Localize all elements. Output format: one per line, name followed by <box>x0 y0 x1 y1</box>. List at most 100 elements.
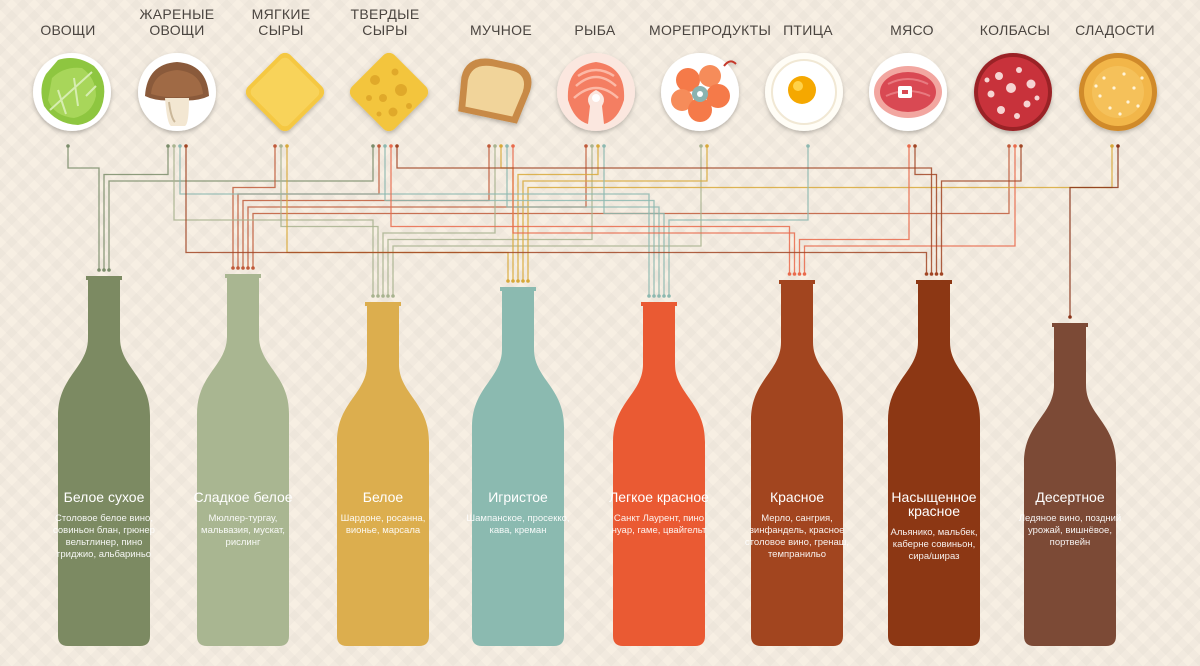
line-endpoint <box>1013 144 1017 148</box>
pairing-line <box>382 146 496 296</box>
food-label-vegetables: ОВОЩИ <box>13 6 123 38</box>
pairing-line <box>173 146 374 296</box>
line-endpoint <box>787 272 792 276</box>
line-endpoint <box>172 144 176 148</box>
line-endpoint <box>371 294 375 298</box>
line-endpoint <box>526 279 530 283</box>
pairing-line <box>67 146 100 270</box>
food-label-line2: МОРЕПРОДУКТЫ <box>649 22 772 38</box>
line-endpoint <box>184 144 188 148</box>
wine-varieties: Ледяное вино, поздний урожай, вишнёвое, … <box>1018 513 1122 548</box>
pairing-line <box>179 146 650 296</box>
pairing-line <box>803 146 1016 274</box>
food-label-fish: РЫБА <box>540 6 650 38</box>
line-endpoint <box>231 266 235 270</box>
food-label-line2: РЫБА <box>574 22 616 38</box>
line-endpoint <box>1068 315 1072 319</box>
line-endpoint <box>383 144 387 148</box>
bottle-lip <box>500 287 536 291</box>
line-endpoint <box>371 144 375 148</box>
line-endpoint <box>1019 144 1023 148</box>
line-endpoint <box>699 144 703 148</box>
food-label-line2: ОВОЩИ <box>149 22 205 38</box>
line-endpoint <box>251 266 255 270</box>
wine-varieties: Шампанское, просекко, кава, креман <box>466 513 570 536</box>
food-label-line1: ЖАРЕНЫЕ <box>139 6 215 22</box>
food-label-line2: СЛАДОСТИ <box>1075 22 1155 38</box>
pairing-line <box>247 146 587 268</box>
line-endpoint <box>590 144 594 148</box>
pairing-line <box>280 146 379 296</box>
food-label-line1 <box>540 6 650 22</box>
pairing-line <box>242 146 490 268</box>
line-endpoint <box>246 266 250 270</box>
line-endpoint <box>395 144 399 148</box>
line-endpoint <box>907 144 911 148</box>
wine-name: Белое <box>362 489 404 505</box>
bottle-lip <box>365 302 401 306</box>
hard-cheese-icon <box>349 52 429 132</box>
line-endpoint <box>381 294 385 298</box>
line-endpoint <box>1116 144 1120 148</box>
line-endpoint <box>511 279 515 283</box>
pairing-line <box>108 146 374 270</box>
ham-icon <box>869 53 947 131</box>
food-label-line1 <box>13 6 123 22</box>
pairing-line <box>914 146 938 274</box>
pairing-line <box>185 146 928 274</box>
food-label-line1: ТВЕРДЫЕ <box>350 6 420 22</box>
wine-name: Десертное <box>1035 489 1105 505</box>
wine-varieties: Шардоне, росанна, вионье, марсала <box>340 513 426 536</box>
shrimp-icon <box>661 53 739 131</box>
line-endpoint <box>929 272 934 276</box>
wine-name: Насыщенное красное <box>891 489 977 519</box>
food-label-cured-meat: КОЛБАСЫ <box>960 6 1070 38</box>
line-endpoint <box>516 279 520 283</box>
fried-egg-icon <box>765 53 843 131</box>
line-endpoint <box>802 272 807 276</box>
line-endpoint <box>913 144 917 148</box>
food-label-line2: СЫРЫ <box>362 22 408 38</box>
wine-name: Белое сухое <box>63 489 145 505</box>
pairing-line <box>396 146 933 274</box>
wine-bottles <box>58 274 1116 646</box>
pairing-line <box>1069 146 1119 317</box>
line-endpoint <box>667 294 671 298</box>
line-endpoint <box>657 294 661 298</box>
food-label-line2: МЯСО <box>890 22 934 38</box>
line-endpoint <box>505 144 509 148</box>
bottle-lip <box>1052 323 1088 327</box>
line-endpoint <box>521 279 525 283</box>
line-endpoint <box>499 144 503 148</box>
food-label-meat: МЯСО <box>857 6 967 38</box>
line-endpoint <box>584 144 588 148</box>
salmon-steak-icon <box>557 53 635 131</box>
line-endpoint <box>705 144 709 148</box>
line-endpoint <box>647 294 651 298</box>
wine-name: Красное <box>769 489 825 505</box>
food-label-line1 <box>649 6 759 22</box>
line-endpoint <box>1110 144 1114 148</box>
food-label-hard-cheese: ТВЕРДЫЕ СЫРЫ <box>330 6 440 38</box>
wine-label-light-red: Легкое красное Санкт Лаурент, пино нуар, … <box>605 490 713 537</box>
bottle-dry-white <box>58 276 150 646</box>
line-endpoint <box>273 144 277 148</box>
pairing-line <box>387 146 593 296</box>
line-endpoint <box>1007 144 1011 148</box>
food-label-line1 <box>753 6 863 22</box>
food-label-line2: ПТИЦА <box>783 22 833 38</box>
food-label-line1 <box>1060 6 1170 22</box>
pairing-line <box>527 146 1113 281</box>
food-label-soft-cheese: МЯГКИЕ СЫРЫ <box>226 6 336 38</box>
line-endpoint <box>285 144 289 148</box>
line-endpoint <box>806 144 810 148</box>
line-endpoint <box>279 144 283 148</box>
wine-name: Сладкое белое <box>193 489 293 505</box>
wine-varieties: Мюллер-тургау, мальвазия, мускат, рислин… <box>201 513 285 548</box>
wine-label-red: Красное Мерло, сангрия, зинфандель, красн… <box>743 490 851 561</box>
food-label-poultry: ПТИЦА <box>753 6 863 38</box>
food-icons <box>33 52 1157 132</box>
pairing-line <box>603 146 665 296</box>
line-endpoint <box>934 272 939 276</box>
